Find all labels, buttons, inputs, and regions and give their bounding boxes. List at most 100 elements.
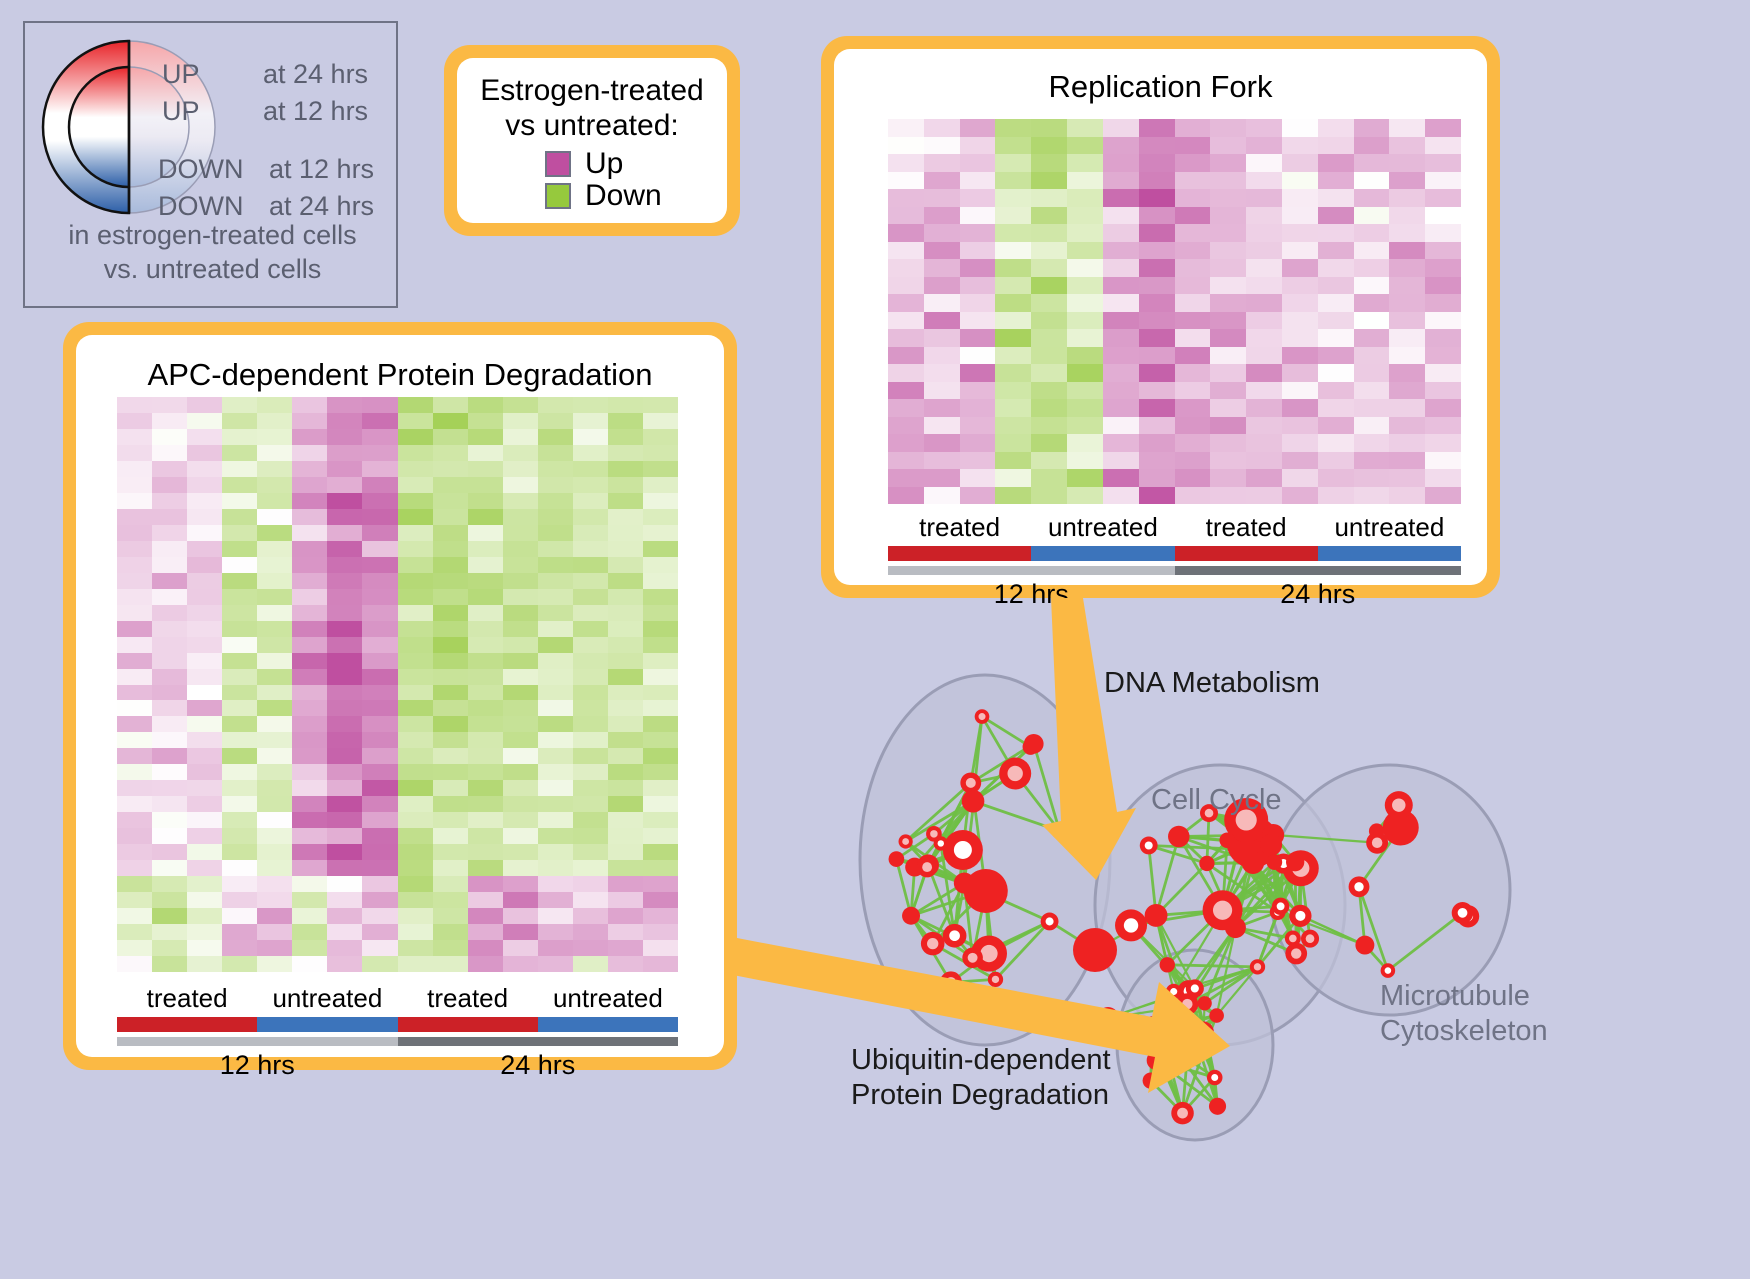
- heatmap-cell: [1031, 364, 1068, 382]
- heatmap-cell: [187, 508, 223, 525]
- heatmap-cell: [1246, 276, 1282, 294]
- heatmap-cell: [397, 620, 433, 637]
- heatmap-cell: [888, 241, 924, 259]
- heatmap-cell: [187, 620, 223, 637]
- heatmap-cell: [572, 908, 608, 925]
- heatmap-cell: [923, 259, 960, 277]
- heatmap-cell: [1353, 241, 1390, 259]
- heatmap-cell: [502, 428, 538, 445]
- colorwheel-note-line1: in estrogen-treated cells: [68, 220, 357, 250]
- heatmap-cell: [1246, 294, 1282, 312]
- network-edge: [1357, 886, 1390, 972]
- heatmap-cell: [117, 796, 153, 813]
- heatmap-cell: [257, 524, 293, 541]
- heatmap-cell: [362, 940, 398, 957]
- group-bar-treated-24: [1174, 546, 1318, 561]
- heatmap-cell: [327, 908, 363, 925]
- heatmap-cell: [1246, 311, 1282, 329]
- heatmap-cell: [502, 876, 538, 893]
- heatmap-cell: [257, 844, 293, 861]
- heatmap-cell: [923, 136, 960, 154]
- heatmap-cell: [257, 397, 293, 413]
- heatmap-cell: [397, 956, 433, 972]
- heatmap-cell: [1102, 224, 1139, 242]
- heatmap-cell: [572, 732, 608, 749]
- network-node-core: [978, 713, 986, 721]
- heatmap-cell: [1067, 486, 1103, 504]
- heatmap-cell: [187, 572, 223, 589]
- heatmap-cell: [1353, 399, 1390, 417]
- network-node: [964, 790, 984, 810]
- heatmap-cell: [362, 908, 398, 925]
- heatmap-cell: [1281, 136, 1318, 154]
- wheel-ring-label-1: UP: [162, 96, 200, 126]
- heatmap-cell: [327, 700, 363, 717]
- heatmap-cell: [1210, 294, 1247, 312]
- heatmap-cell: [292, 636, 328, 653]
- heatmap-cell: [572, 860, 608, 877]
- heatmap-cell: [397, 604, 433, 621]
- heatmap-cell: [117, 956, 153, 972]
- heatmap-cell: [362, 540, 398, 557]
- heatmap-cell: [537, 636, 573, 653]
- heatmap-cell: [1246, 154, 1282, 172]
- heatmap-cell: [642, 860, 678, 877]
- heatmap-cell: [222, 876, 258, 893]
- heatmap-cell: [502, 684, 538, 701]
- heatmap-cell: [995, 416, 1032, 434]
- heatmap-cell: [502, 476, 538, 493]
- heatmap-cell: [222, 764, 258, 781]
- heatmap-cell: [292, 700, 328, 717]
- heatmap-cell: [222, 924, 258, 941]
- heatmap-cell: [257, 556, 293, 573]
- heatmap-cell: [222, 492, 258, 509]
- heatmap-cell: [1174, 329, 1211, 347]
- heatmap-cell: [362, 796, 398, 813]
- heatmap-cell: [117, 924, 153, 941]
- heatmap-cell: [467, 828, 503, 845]
- time-bar-24: [397, 1037, 678, 1046]
- heatmap-cell: [537, 732, 573, 749]
- heatmap-cell: [1138, 469, 1175, 487]
- heatmap-cell: [607, 828, 643, 845]
- heatmap-cell: [327, 668, 363, 685]
- heatmap-cell: [607, 940, 643, 957]
- network-edge: [1273, 833, 1378, 844]
- heatmap-cell: [152, 524, 188, 541]
- heatmap-cell: [432, 668, 468, 685]
- heatmap-cell: [642, 428, 678, 445]
- heatmap-cell: [222, 780, 258, 797]
- heatmap-cell: [1281, 119, 1318, 137]
- heatmap-cell: [1317, 119, 1354, 137]
- heatmap-cell: [327, 828, 363, 845]
- heatmap-cell: [502, 700, 538, 717]
- network-node-core: [991, 975, 1000, 984]
- heatmap-cell: [1246, 171, 1282, 189]
- apc-group-labels: treated untreated treated untreated: [117, 983, 678, 1014]
- heatmap-cell: [607, 604, 643, 621]
- heatmap-cell: [257, 508, 293, 525]
- heatmap-cell: [537, 620, 573, 637]
- heatmap-cell: [117, 716, 153, 733]
- heatmap-cell: [572, 940, 608, 957]
- heatmap-cell: [642, 476, 678, 493]
- heatmap-cell: [397, 716, 433, 733]
- heatmap-cell: [397, 732, 433, 749]
- network-edge: [1154, 836, 1181, 916]
- heatmap-cell: [1425, 189, 1461, 207]
- network-edge: [1387, 911, 1464, 972]
- heatmap-cell: [607, 412, 643, 429]
- pathway-network-graph: [790, 620, 1750, 1279]
- heatmap-cell: [1138, 154, 1175, 172]
- heatmap-cell: [537, 652, 573, 669]
- heatmap-cell: [187, 860, 223, 877]
- heatmap-cell: [537, 812, 573, 829]
- heatmap-cell: [888, 451, 924, 469]
- heatmap-cell: [1317, 311, 1354, 329]
- heatmap-cell: [923, 434, 960, 452]
- heatmap-cell: [432, 556, 468, 573]
- heatmap-cell: [257, 604, 293, 621]
- heatmap-cell: [502, 860, 538, 877]
- heatmap-cell: [642, 940, 678, 957]
- heatmap-cell: [537, 508, 573, 525]
